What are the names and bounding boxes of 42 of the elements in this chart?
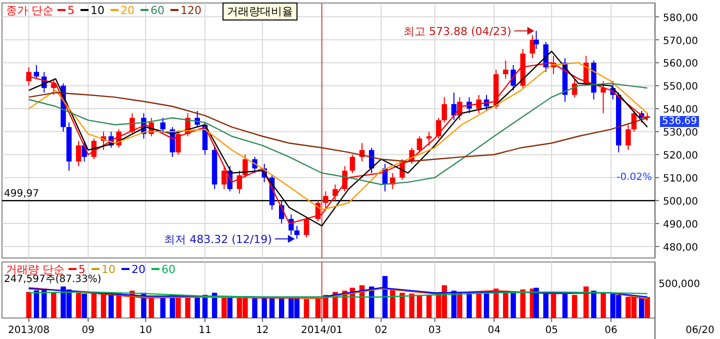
y-tick-label: 580,00 [663,12,698,24]
y-tick-label: 500,00 [663,196,698,208]
legend-title: 거래량 단순 [6,263,64,276]
x-tick-label: 05 [545,325,558,336]
legend-title: 종가 단순 [6,4,54,17]
legend-label: 20 [120,4,134,17]
x-tick-label: 2014/01 [301,325,343,336]
y-tick-label: 570,00 [663,36,698,47]
annotation: 247,597주(87.33%) [4,274,102,285]
y-tick-label: 490,00 [663,220,698,231]
annotation: -0.02% [616,172,652,183]
annotation: 최저 483.32 (12/19) [164,232,272,246]
text: 06/20 [686,325,714,336]
legend-label: 120 [180,4,202,17]
annotation: 거래량대비율 [227,5,293,18]
y-tick-label: 520,00 [663,150,698,162]
text: 536.69 [662,116,697,127]
legend-label: 20 [132,263,146,276]
x-tick-label: 02 [374,325,388,336]
y-tick-label: 510,00 [663,174,698,185]
y-tick-label: 530,00 [663,128,698,139]
legend-label: 60 [150,4,164,17]
x-tick-label: 04 [488,325,501,336]
x-tick-label: 06 [604,325,618,336]
legend-label: 5 [68,4,74,17]
annotation: 최고 573.88 (04/23) [404,24,512,38]
x-tick-label: 11 [198,325,212,336]
y-tick-label: 550,00 [663,82,698,93]
y-tick-label: 480,00 [663,242,698,254]
legend-label: 60 [162,263,176,276]
ref-line-label: 499,97 [4,188,39,200]
x-tick-label: 03 [428,325,442,336]
legend-label: 10 [102,263,116,276]
x-tick-label: 2013/08 [8,325,50,336]
x-tick-label: 10 [139,325,152,336]
text: 500,000 [658,279,700,290]
legend-label: 10 [90,4,104,17]
legend-label: 5 [78,263,86,276]
x-tick-label: 12 [256,325,269,336]
y-tick-label: 560,00 [663,58,698,70]
y-tick-label: 540,00 [663,104,698,116]
x-tick-label: 09 [82,325,95,336]
